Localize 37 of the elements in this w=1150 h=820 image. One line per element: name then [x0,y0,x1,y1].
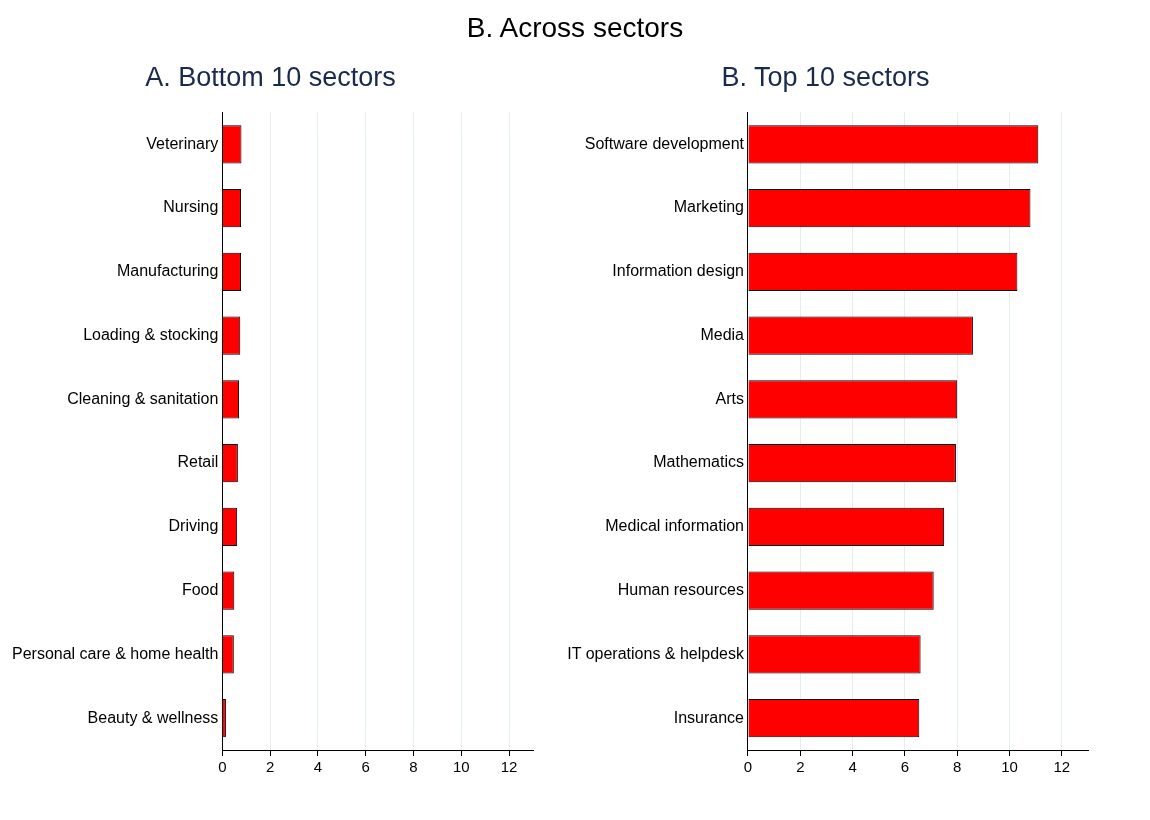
x-tick-label: 8 [409,758,418,776]
y-tick-label: Manufacturing [116,262,219,280]
y-tick-label: Driving [168,517,219,535]
text: B. Across sectors [465,11,685,45]
y-tick-label: Medical information [605,517,744,535]
y-tick-label: Beauty & wellness [87,708,219,726]
x-tick-label: 12 [500,758,518,776]
chart-title: B. Top 10 sectors [721,61,930,92]
x-tick-label: 10 [1001,758,1018,776]
x-tick-label: 0 [218,758,227,776]
y-tick-label: Nursing [163,198,219,216]
chart-title: A. Bottom 10 sectors [145,61,396,92]
y-tick-label: Mathematics [653,453,744,471]
y-tick-label: Information design [612,262,744,280]
x-tick-label: 12 [1053,758,1071,776]
x-tick-label: 2 [796,758,805,776]
y-tick-label: Loading & stocking [83,325,219,343]
x-tick-label: 4 [848,758,857,776]
x-tick-label: 6 [361,758,370,776]
y-tick-label: Cleaning & sanitation [67,389,219,407]
y-tick-label: Insurance [673,708,745,726]
y-tick-label: Human resources [617,581,744,599]
y-tick-label: Arts [715,389,744,407]
x-tick-label: 10 [452,758,470,776]
x-tick-label: 6 [900,758,910,776]
x-tick-label: 0 [743,758,753,776]
y-tick-label: Marketing [673,198,744,216]
y-tick-label: Personal care & home health [12,644,219,662]
y-tick-label: Software development [584,134,745,152]
y-tick-label: Retail [177,453,219,471]
x-tick-label: 8 [953,758,962,776]
y-tick-label: Veterinary [146,134,219,152]
y-tick-label: Media [700,325,745,343]
x-tick-label: 2 [265,758,275,776]
y-tick-label: Food [181,581,219,599]
y-tick-label: IT operations & helpdesk [567,644,745,662]
x-tick-label: 4 [313,758,323,776]
